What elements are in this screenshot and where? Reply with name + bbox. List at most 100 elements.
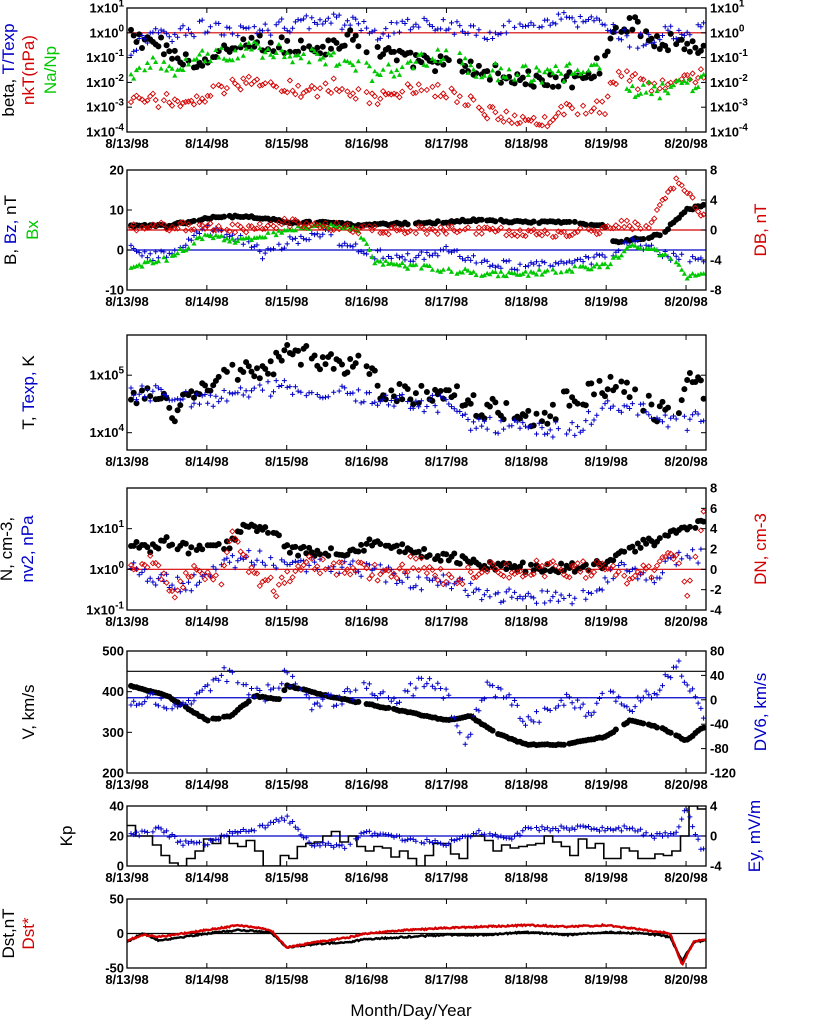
data-point [369, 78, 375, 83]
data-point [330, 75, 337, 82]
data-point [372, 565, 378, 571]
data-point [418, 840, 424, 846]
data-point [224, 235, 230, 241]
data-point [410, 564, 417, 572]
data-point [309, 390, 315, 396]
data-point [564, 691, 570, 697]
data-point [298, 686, 304, 692]
data-point [481, 415, 488, 422]
data-point [686, 190, 694, 197]
data-point [133, 67, 140, 73]
data-point [443, 244, 449, 249]
data-point [552, 74, 559, 81]
data-point [183, 242, 189, 248]
data-point [558, 16, 564, 22]
data-point [657, 37, 663, 43]
data-point [287, 562, 293, 567]
data-point [136, 250, 142, 256]
data-point [522, 413, 529, 419]
data-point [465, 417, 471, 422]
data-point [153, 701, 159, 707]
data-point [594, 412, 600, 418]
data-point [199, 17, 205, 23]
data-point [446, 692, 452, 698]
data-point [454, 248, 460, 253]
data-point [150, 388, 156, 394]
data-point [229, 236, 235, 241]
data-point [534, 600, 539, 606]
data-point [536, 563, 543, 571]
data-point [498, 686, 504, 692]
data-point [553, 260, 559, 266]
data-point [410, 24, 416, 30]
data-point [479, 423, 485, 429]
data-point [295, 552, 302, 559]
data-point [147, 93, 154, 100]
data-point [160, 221, 168, 228]
x-tick-label: 8/13/98 [105, 972, 148, 987]
data-point [339, 26, 345, 32]
data-point [692, 524, 699, 531]
data-point [152, 222, 159, 229]
y-tick-label: 1x10-1 [86, 48, 124, 65]
data-point [185, 245, 192, 251]
data-point [421, 15, 427, 21]
data-point [361, 399, 367, 405]
data-point [320, 696, 326, 702]
data-point [205, 400, 211, 406]
data-point [284, 89, 291, 96]
data-point [292, 235, 298, 241]
data-point [597, 17, 602, 23]
data-point [410, 405, 416, 411]
data-point [249, 244, 254, 250]
data-point [615, 568, 622, 575]
data-point [171, 96, 178, 103]
data-point [174, 98, 181, 105]
x-tick-label: 8/20/98 [664, 972, 707, 987]
x-tick-label: 8/16/98 [345, 777, 388, 792]
data-point [412, 89, 420, 96]
data-point [676, 549, 682, 555]
data-point [673, 175, 680, 182]
data-point [621, 548, 628, 555]
data-point [131, 246, 137, 251]
data-point [665, 226, 671, 233]
data-point [484, 224, 491, 231]
data-point [327, 227, 335, 234]
data-point [438, 58, 444, 64]
data-point [550, 20, 556, 26]
x-tick-label: 8/19/98 [584, 777, 627, 792]
data-point [251, 225, 258, 233]
plot-area [127, 508, 706, 607]
data-point [281, 54, 287, 60]
data-point [248, 46, 255, 52]
data-point [643, 688, 649, 694]
data-point [240, 75, 247, 82]
data-point [665, 833, 671, 839]
data-point [660, 683, 665, 689]
data-point [646, 32, 652, 38]
data-point [166, 34, 172, 40]
data-point [306, 237, 312, 243]
data-point [602, 575, 608, 581]
data-point [237, 529, 244, 535]
data-point [558, 592, 564, 598]
data-point [555, 703, 561, 709]
data-point [454, 383, 460, 390]
data-point [218, 83, 225, 90]
data-point [530, 226, 537, 233]
data-point [594, 15, 600, 21]
data-point [273, 50, 279, 55]
data-point [686, 48, 693, 55]
data-point [473, 586, 479, 592]
data-point [698, 705, 704, 711]
data-point [350, 697, 356, 703]
data-point [629, 566, 635, 572]
data-point [347, 60, 353, 65]
data-point [448, 269, 455, 274]
data-point [399, 88, 406, 95]
data-point [155, 562, 162, 569]
data-point [473, 70, 480, 77]
data-point [490, 833, 496, 839]
data-point [577, 705, 583, 711]
